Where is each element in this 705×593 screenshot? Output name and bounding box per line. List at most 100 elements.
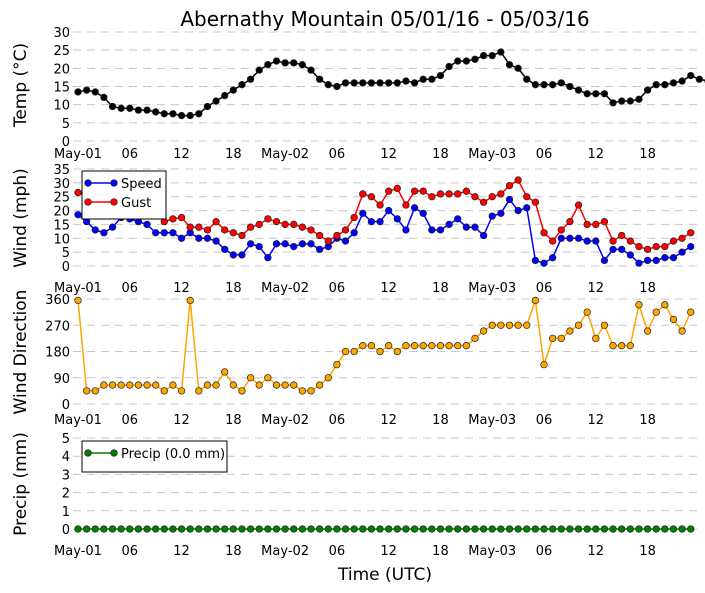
data-point [618,245,626,254]
y-tick-label: 15 [53,218,70,233]
data-point [583,525,591,533]
data-point [574,201,583,209]
data-point [91,387,99,395]
x-tick-label: 12 [173,544,190,559]
data-point [402,226,410,234]
data-point [643,245,652,254]
x-tick-label: 18 [639,281,656,296]
data-point [549,254,557,262]
data-point [298,525,307,533]
data-point [523,75,531,83]
data-point [315,381,324,389]
data-point [186,223,194,231]
y-axis-label: Precip (mm) [11,432,31,536]
data-point [255,66,263,74]
legend-label: Speed [121,177,162,192]
data-point [479,51,488,60]
data-point [505,181,514,190]
y-tick-label: 0 [62,260,70,275]
data-point [169,110,177,118]
data-point [281,59,289,67]
data-point [186,525,194,533]
data-point [410,187,419,195]
data-point [643,86,652,94]
data-point [514,321,522,329]
data-point [281,525,289,533]
data-point [290,381,298,389]
x-tick-label: 06 [329,413,346,428]
data-point [661,525,669,533]
data-point [255,220,263,229]
data-point [203,525,212,533]
data-point [385,342,393,350]
x-tick-label: May-01 [54,413,102,428]
data-point [488,193,496,201]
data-point [540,525,548,533]
data-point [669,254,678,262]
data-point [497,525,505,533]
y-tick-label: 90 [53,372,70,387]
data-point [367,218,376,226]
x-tick-label: 12 [380,413,397,428]
data-point [307,226,315,234]
data-point [385,206,393,215]
data-point [471,193,479,201]
data-point [678,327,686,335]
data-point [626,97,634,105]
y-tick-label: 5 [62,117,70,132]
data-point [566,82,574,91]
x-tick-label: 12 [588,413,605,428]
data-point [618,231,626,240]
data-point [583,220,591,229]
data-point [566,234,574,242]
y-axis-label: Temp (°C) [11,43,31,128]
data-point [333,231,341,240]
data-point [186,296,194,305]
y-tick-label: 30 [53,26,70,41]
y-tick-label: 5 [62,432,70,447]
data-point [160,110,168,118]
data-point [290,525,298,533]
data-point [264,254,272,262]
x-tick-label: 18 [225,544,242,559]
data-point [152,381,160,389]
data-point [574,321,583,329]
data-point [324,81,332,89]
data-point [350,79,358,87]
data-point [376,201,384,209]
x-tick-label: 06 [122,413,139,428]
x-tick-label: 18 [225,147,242,162]
data-point [298,223,307,231]
x-tick-label: 12 [588,544,605,559]
data-point [557,234,565,242]
data-point [669,525,678,533]
data-point [160,525,168,533]
data-point [212,525,220,533]
data-point [687,525,695,533]
legend-marker [84,179,92,187]
legend-marker [110,179,118,187]
data-point [652,525,660,533]
data-point [557,226,565,234]
data-point [402,77,410,85]
data-point [661,301,669,309]
data-point [402,525,410,533]
data-point [566,218,574,226]
data-point [203,234,212,242]
x-tick-label: 12 [173,281,190,296]
data-point [505,61,514,69]
data-point [428,342,436,350]
data-point [462,57,471,65]
data-point [91,226,99,234]
data-point [359,342,367,350]
data-point [367,79,376,87]
data-point [238,231,246,240]
x-tick-label: 06 [536,544,553,559]
data-point [652,308,660,316]
data-point [505,195,514,204]
data-point [307,240,315,248]
data-point [91,88,99,96]
data-point [618,342,626,350]
data-point [108,525,117,533]
